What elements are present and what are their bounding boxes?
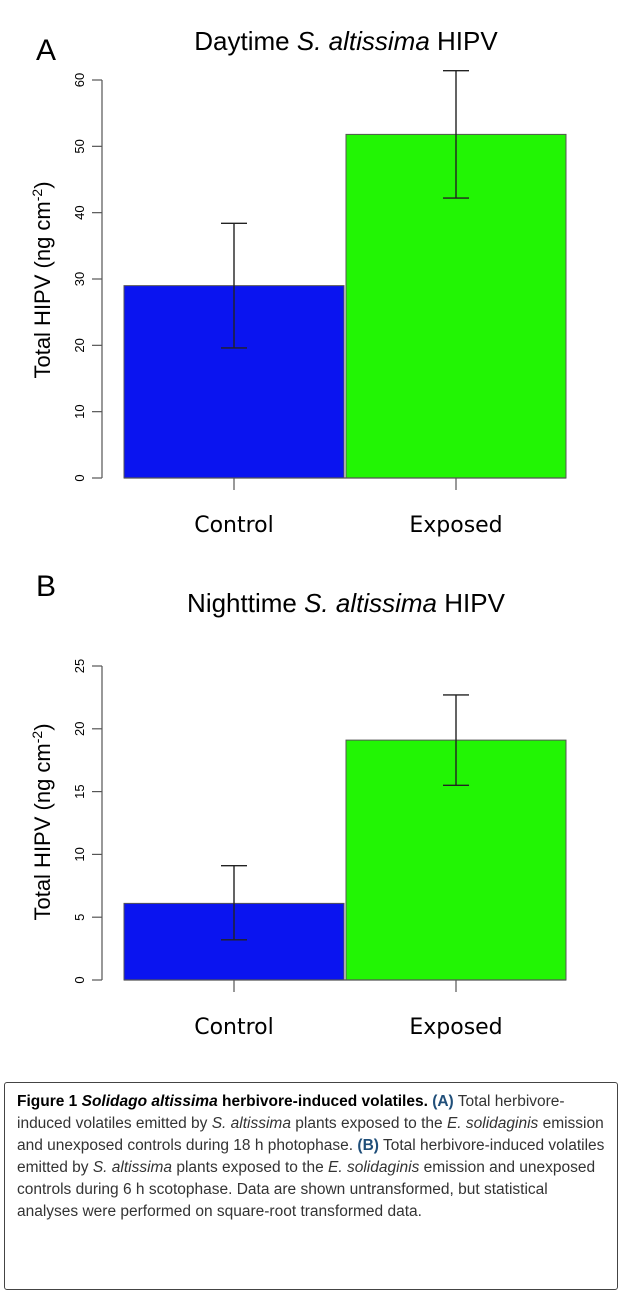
figure-chart-area: A Daytime S. altissima HIPV Control Exposed… <box>29 26 567 1040</box>
caption-part-4: plants exposed to the <box>290 1115 447 1132</box>
caption-part-2: Total herbivore-induced volatiles emitte… <box>17 1093 565 1132</box>
caption-part-5: E. solidaginis <box>446 1115 539 1132</box>
y-tick-label: 0 <box>72 976 87 983</box>
chart-title-part: Daytime <box>194 26 297 56</box>
x-tick-label: Control <box>194 513 274 538</box>
y-tick-label: 10 <box>72 404 87 418</box>
y-tick-label: 0 <box>72 474 87 481</box>
caption-part-8: Total herbivore-induced volatiles emitte… <box>17 1137 605 1176</box>
caption-part-11: E. solidaginis <box>328 1159 420 1176</box>
panel-letter: A <box>36 34 56 67</box>
y-tick-label: 15 <box>72 784 87 798</box>
caption-figure-label: Figure 1 <box>17 1093 78 1110</box>
y-tick-label: 10 <box>72 847 87 861</box>
y-axis-label-part: Total HIPV (ng cm <box>30 743 55 920</box>
caption-part-6: emission and unexposed controls during 1… <box>17 1115 604 1154</box>
y-axis-label: Total HIPV (ng cm-2) <box>29 181 55 378</box>
caption-part-1: (A) <box>432 1093 454 1110</box>
y-axis-label-part: -2 <box>29 731 45 744</box>
caption-title-italic: Solidago altissima <box>81 1093 218 1110</box>
x-tick-label: Exposed <box>409 1015 502 1040</box>
caption-part-10: plants exposed to the <box>172 1159 329 1176</box>
y-tick-label: 60 <box>72 73 87 87</box>
caption-part-3: S. altissima <box>211 1115 291 1132</box>
y-axis-label-part: ) <box>30 723 55 730</box>
y-tick-label: 40 <box>72 205 87 219</box>
figure-caption: Figure 1 Solidago altissima herbivore-in… <box>4 1082 618 1290</box>
y-tick-label: 20 <box>72 338 87 352</box>
chart-title-part: S. altissima <box>304 588 437 618</box>
chart-title-part: S. altissima <box>297 26 430 56</box>
caption-body: (A) Total herbivore-induced volatiles em… <box>17 1093 604 1220</box>
chart-title-part: HIPV <box>437 588 506 618</box>
y-axis-label-part: Total HIPV (ng cm <box>30 201 55 378</box>
x-tick-label: Exposed <box>409 513 502 538</box>
caption-part-7: (B) <box>357 1137 379 1154</box>
chart-title-part: HIPV <box>430 26 499 56</box>
chart-title-part: Nighttime <box>187 588 304 618</box>
panel-letter: B <box>36 570 56 603</box>
y-axis-label-part: -2 <box>29 189 45 202</box>
y-tick-label: 20 <box>72 722 87 736</box>
caption-part-9: S. altissima <box>92 1159 173 1176</box>
chart-title: Daytime S. altissima HIPV <box>194 26 498 56</box>
caption-title-rest: herbivore-induced volatiles. <box>217 1093 428 1110</box>
panel-b: B Nighttime S. altissima HIPV Control Expos… <box>29 570 567 1040</box>
x-tick-label: Control <box>194 1015 274 1040</box>
panel-a: A Daytime S. altissima HIPV Control Exposed… <box>29 26 567 538</box>
y-tick-label: 25 <box>72 659 87 673</box>
chart-title: Nighttime S. altissima HIPV <box>187 588 506 618</box>
caption-part-12: emission and unexposed controls during 6… <box>17 1159 596 1220</box>
y-tick-label: 50 <box>72 139 87 153</box>
y-axis-label-part: ) <box>30 181 55 188</box>
y-tick-label: 5 <box>72 914 87 921</box>
y-tick-label: 30 <box>72 272 87 286</box>
y-axis-label: Total HIPV (ng cm-2) <box>29 723 55 920</box>
